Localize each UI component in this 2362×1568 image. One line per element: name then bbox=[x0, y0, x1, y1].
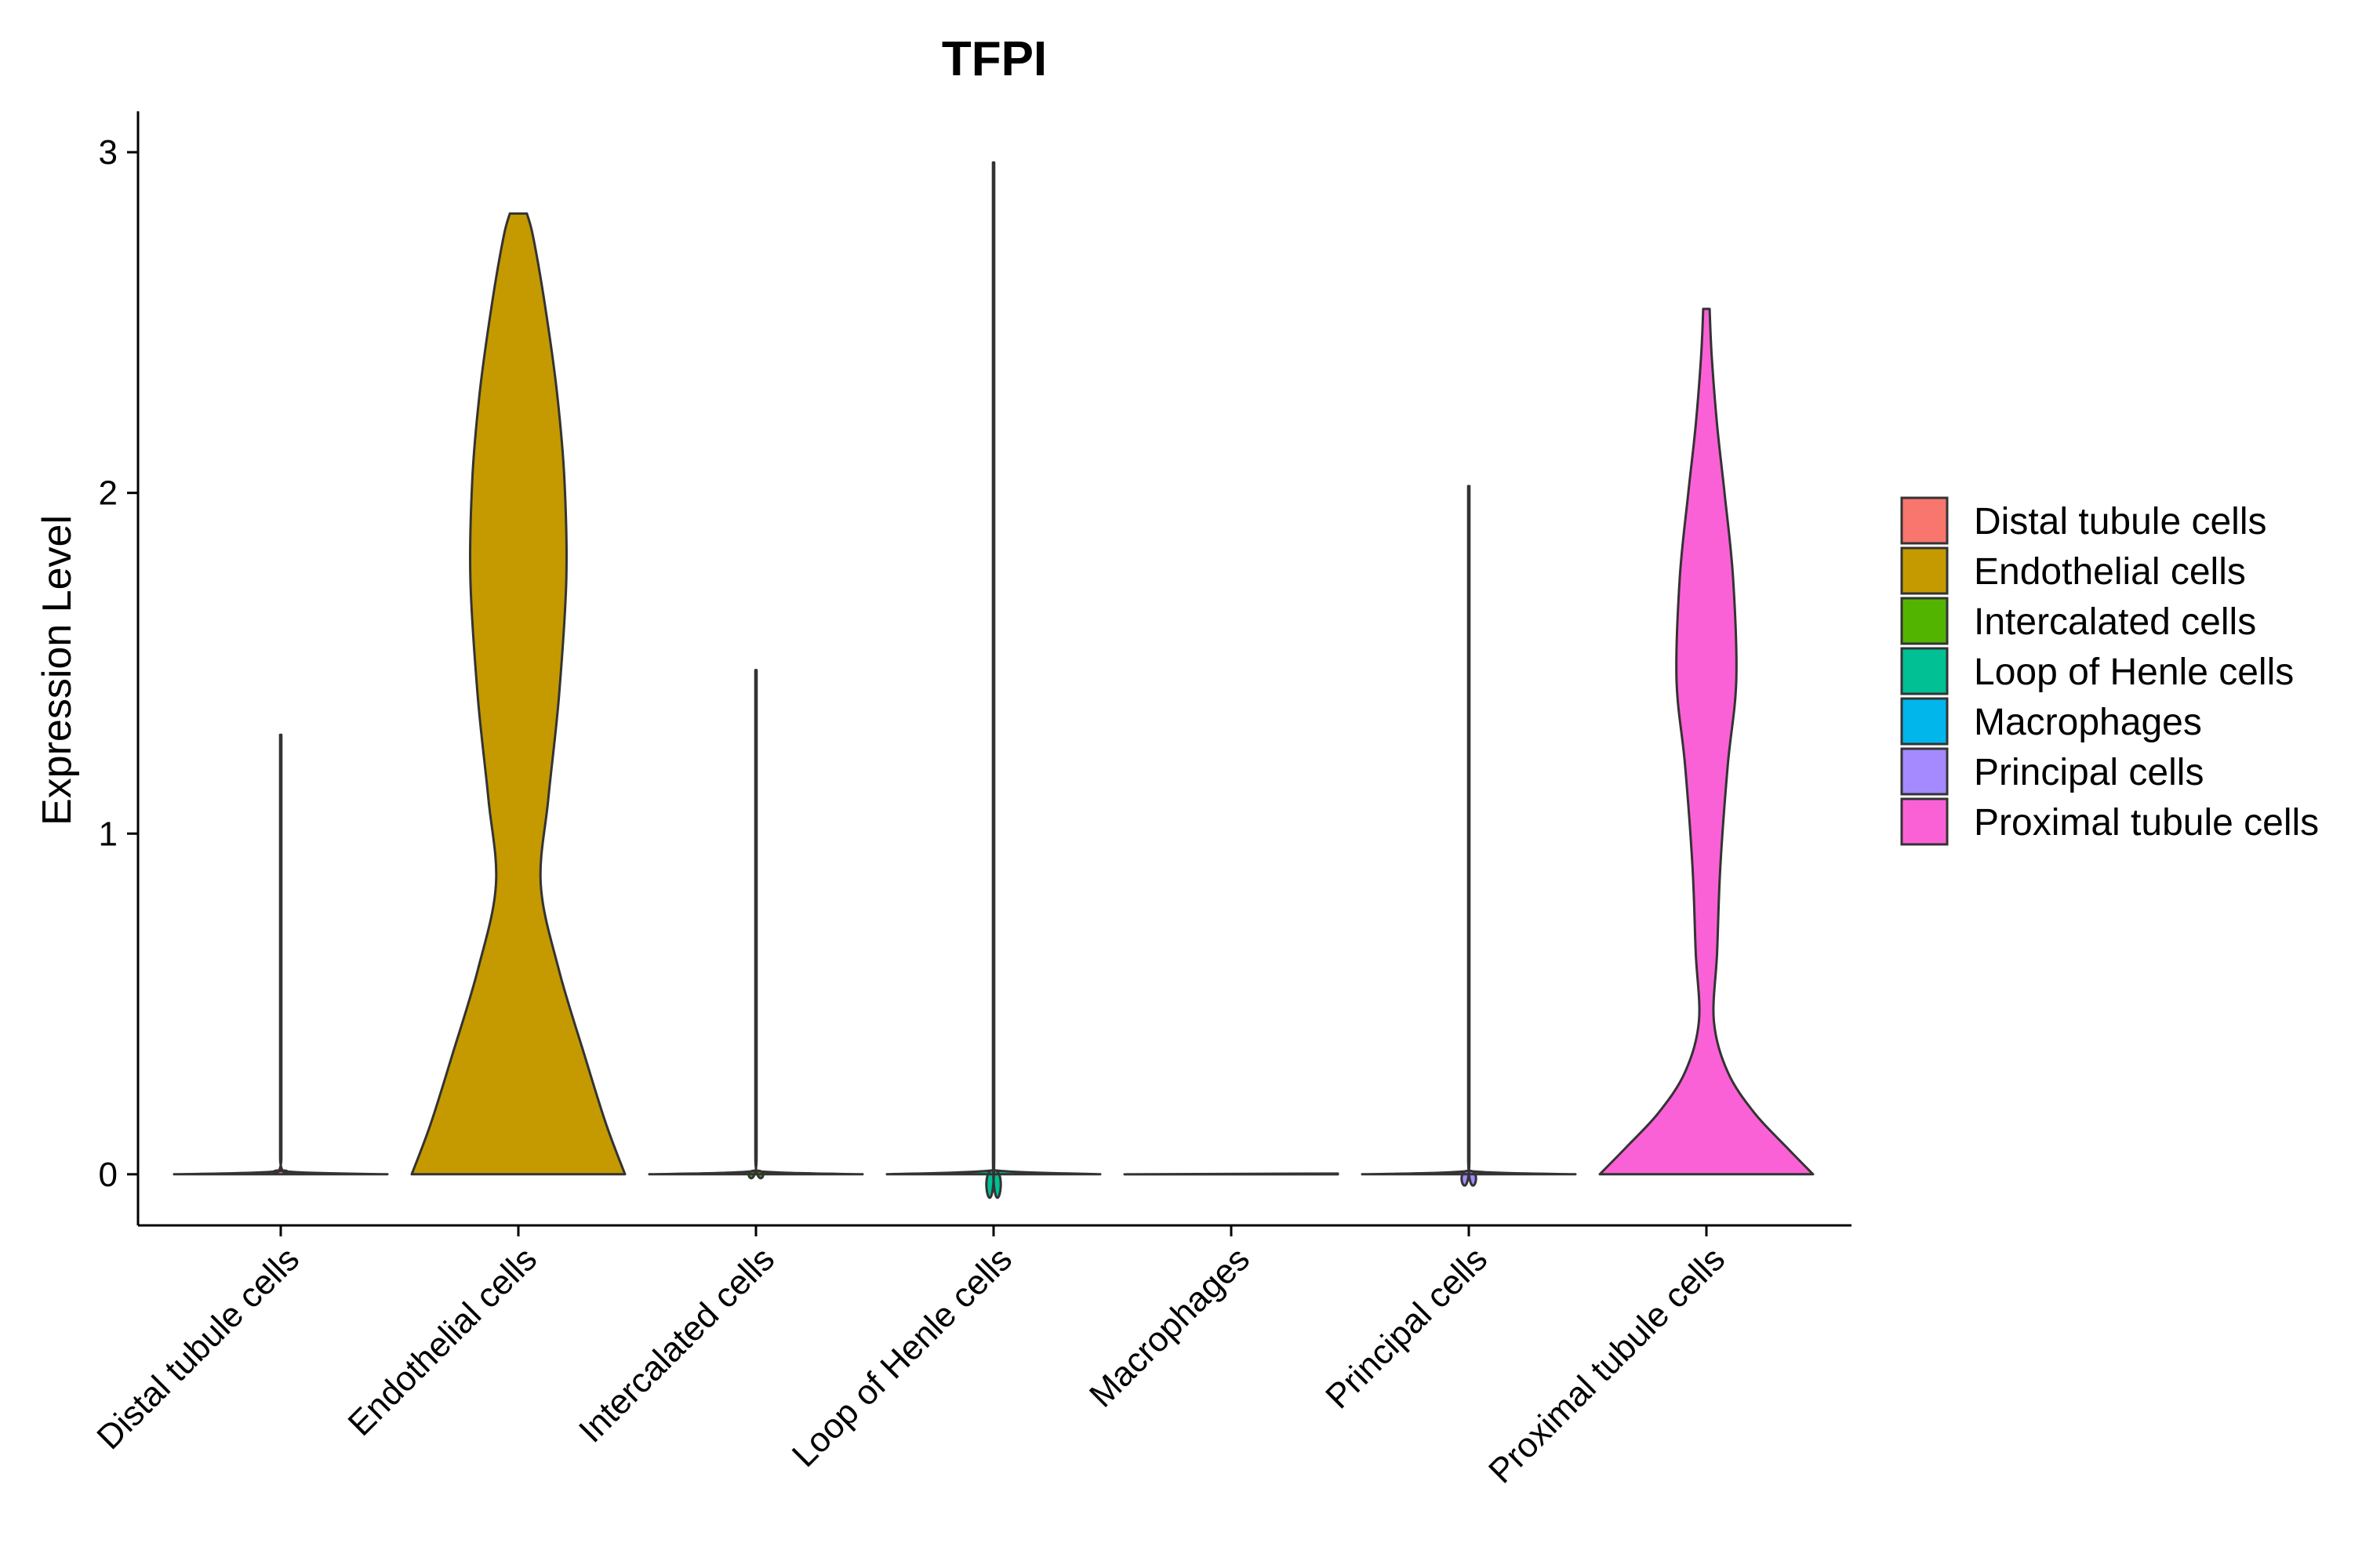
legend-key-intercalated-cells bbox=[1900, 597, 1949, 645]
legend-key-endothelial-cells bbox=[1900, 546, 1949, 595]
legend-key-macrophages bbox=[1900, 697, 1949, 746]
legend-key-loop-of-henle-cells bbox=[1900, 647, 1949, 695]
legend-label: Intercalated cells bbox=[1974, 601, 2256, 643]
violin-intercalated-cells bbox=[648, 669, 864, 1180]
legend-label: Distal tubule cells bbox=[1974, 501, 2267, 543]
y-axis-ticks: 0 1 2 3 bbox=[99, 133, 138, 1194]
violin-principal-cells bbox=[1361, 485, 1577, 1187]
legend-label: Endothelial cells bbox=[1974, 551, 2246, 593]
y-tick-label: 1 bbox=[99, 815, 118, 853]
violin-endothelial-cells bbox=[410, 212, 627, 1176]
legend-key-distal-tubule-cells bbox=[1900, 496, 1949, 545]
legend-label: Macrophages bbox=[1974, 702, 2202, 743]
legend-key-proximal-tubule-cells bbox=[1900, 797, 1949, 846]
y-tick-label: 3 bbox=[99, 133, 118, 172]
legend-label: Proximal tubule cells bbox=[1974, 802, 2319, 844]
legend-label: Loop of Henle cells bbox=[1974, 652, 2294, 693]
violin-distal-tubule-cells bbox=[173, 733, 389, 1176]
y-axis-title: Expression Level bbox=[35, 515, 80, 826]
chart-title: TFPI bbox=[942, 32, 1047, 86]
violin-group bbox=[173, 161, 1815, 1200]
y-tick-label: 0 bbox=[99, 1156, 118, 1194]
y-tick-label: 2 bbox=[99, 474, 118, 513]
legend-label: Principal cells bbox=[1974, 752, 2204, 793]
legend: Distal tubule cells Endothelial cells Inte… bbox=[1900, 496, 2319, 846]
legend-key-principal-cells bbox=[1900, 747, 1949, 796]
violin-proximal-tubule-cells bbox=[1598, 307, 1815, 1176]
violin-loop-of-henle-cells bbox=[885, 161, 1102, 1200]
